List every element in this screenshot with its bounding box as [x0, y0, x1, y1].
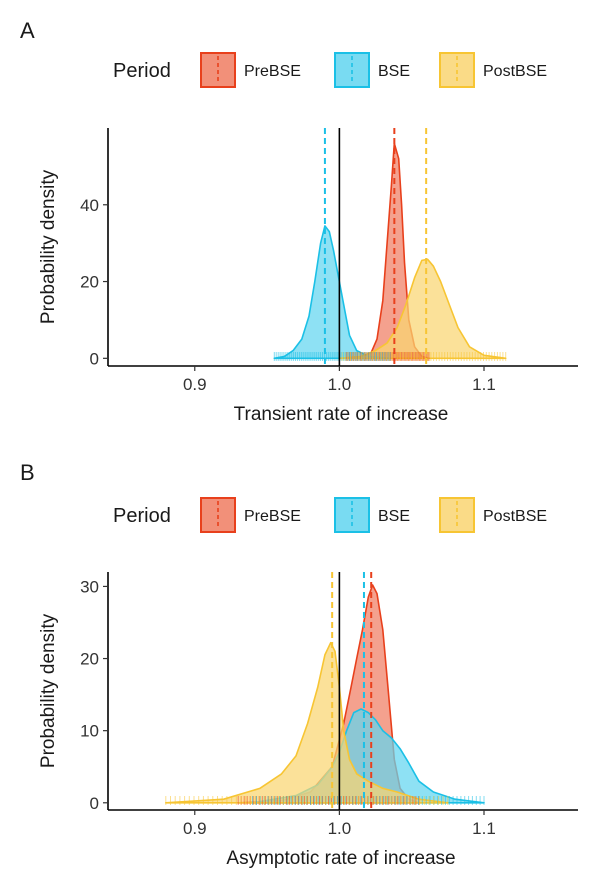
y-tick-label: 40	[80, 196, 99, 215]
legend-item-postbse: PostBSE	[439, 52, 547, 88]
x-tick-label: 0.9	[183, 819, 207, 838]
x-tick-label: 1.1	[472, 375, 496, 394]
x-axis-title: Asymptotic rate of increase	[226, 848, 455, 869]
legend-label: PreBSE	[244, 508, 301, 525]
y-tick-label: 30	[80, 577, 99, 596]
legend-item-bse: BSE	[334, 52, 410, 88]
legend-title: Period	[113, 505, 171, 527]
x-tick-label: 1.0	[328, 375, 352, 394]
x-tick-label: 1.0	[328, 819, 352, 838]
legend-label: BSE	[378, 63, 410, 80]
x-axis-title: Transient rate of increase	[234, 404, 449, 425]
density-area-bse	[273, 225, 391, 360]
legend-label: PostBSE	[483, 63, 547, 80]
rug-postbse	[338, 352, 507, 361]
panel-B: B Period PreBSE BSE PostBSE 0 10 20 30 0.9 1.0 1.1 A…	[20, 460, 578, 869]
legend-label: PostBSE	[483, 508, 547, 525]
legend-item-bse: BSE	[334, 497, 410, 533]
legend-item-prebse: PreBSE	[200, 497, 301, 533]
y-tick-label: 0	[90, 349, 99, 368]
y-tick-label: 20	[80, 650, 99, 669]
legend-title: Period	[113, 60, 171, 82]
legend-label: BSE	[378, 508, 410, 525]
y-tick-label: 20	[80, 273, 99, 292]
y-tick-label: 0	[90, 794, 99, 813]
panel-label: B	[20, 460, 35, 485]
density-area-postbse	[338, 258, 507, 360]
panel-label: A	[20, 18, 35, 43]
rug-postbse	[165, 796, 449, 805]
legend: Period PreBSE BSE PostBSE	[113, 52, 547, 88]
y-tick-label: 10	[80, 722, 99, 741]
y-axis-title: Probability density	[38, 613, 59, 768]
x-tick-label: 0.9	[183, 375, 207, 394]
legend-label: PreBSE	[244, 63, 301, 80]
legend-item-postbse: PostBSE	[439, 497, 547, 533]
x-tick-label: 1.1	[472, 819, 496, 838]
panel-A: A Period PreBSE BSE PostBSE 0 20 40 0.9 1.0 1.1 Tra…	[20, 18, 578, 425]
legend: Period PreBSE BSE PostBSE	[113, 497, 547, 533]
legend-item-prebse: PreBSE	[200, 52, 301, 88]
density-area-postbse	[165, 641, 449, 804]
y-axis-title: Probability density	[38, 169, 59, 324]
